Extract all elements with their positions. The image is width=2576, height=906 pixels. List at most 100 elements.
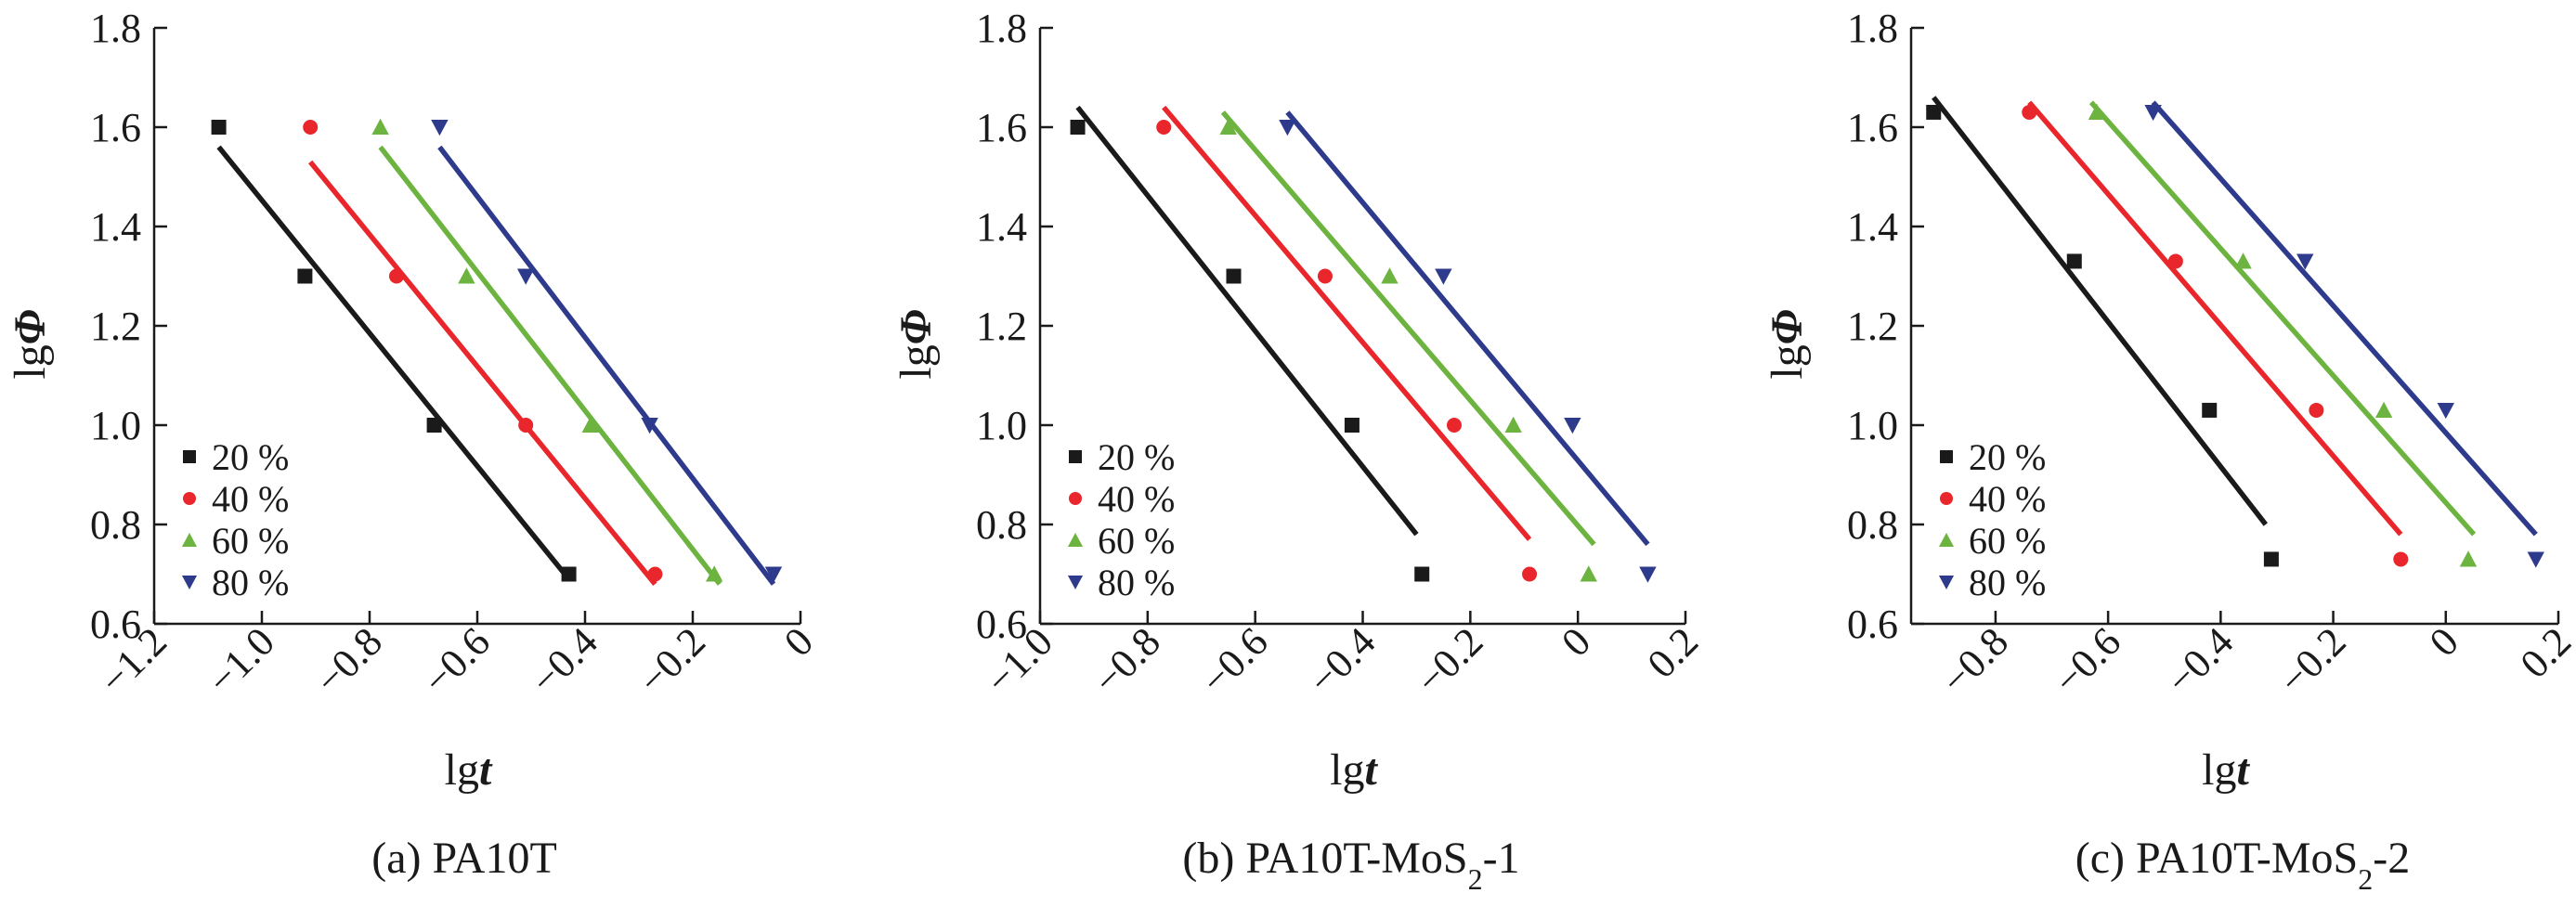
legend-marker bbox=[1940, 492, 1953, 505]
y-tick-label: 1.2 bbox=[976, 304, 1027, 349]
y-tick-label: 1.4 bbox=[1847, 204, 1898, 250]
legend-marker bbox=[1069, 450, 1082, 463]
data-point bbox=[1564, 418, 1581, 434]
x-axis-label: lgt bbox=[1330, 745, 1378, 795]
y-tick-label: 1.8 bbox=[1847, 6, 1898, 51]
y-axis-label: lgΦ bbox=[891, 309, 941, 379]
chart-panel-2: 0.6 0.8 1.0 1.2 1.4 1.6 1.8 −0.8 −0.6 −0.4 −0.2 0 0.… bbox=[1763, 6, 2576, 896]
data-point bbox=[647, 566, 663, 582]
y-tick-label: 0.6 bbox=[976, 602, 1027, 647]
fit-line-1 bbox=[1162, 105, 1532, 541]
legend-marker bbox=[181, 576, 198, 590]
data-point bbox=[2167, 253, 2183, 269]
y-tick-label: 1.6 bbox=[90, 105, 141, 150]
data-point bbox=[517, 268, 535, 285]
legend-label: 20 % bbox=[212, 436, 289, 478]
data-point bbox=[1522, 566, 1538, 582]
data-point bbox=[2527, 551, 2544, 568]
x-tick-label: −0.2 bbox=[630, 618, 714, 703]
data-point bbox=[1926, 104, 1942, 120]
x-tick-label: −0.6 bbox=[2045, 618, 2129, 703]
fit-line-2 bbox=[378, 145, 722, 586]
x-tick-label: −0.2 bbox=[2270, 618, 2355, 703]
data-point bbox=[303, 120, 319, 135]
fit-line-1 bbox=[2027, 100, 2403, 537]
y-tick-label: 0.6 bbox=[90, 602, 141, 647]
legend-marker bbox=[1938, 532, 1955, 547]
fit-line-3 bbox=[2151, 100, 2538, 537]
x-tick-label: −0.4 bbox=[522, 618, 606, 703]
legend-label: 20 % bbox=[1098, 436, 1175, 478]
data-point bbox=[1435, 268, 1452, 285]
data-point bbox=[2234, 252, 2252, 269]
x-tick-label: 0 bbox=[1553, 618, 1599, 665]
y-tick-label: 1.2 bbox=[90, 304, 141, 349]
x-tick-label: −1.0 bbox=[199, 618, 283, 703]
legend-label: 20 % bbox=[1969, 436, 2046, 478]
data-point bbox=[561, 566, 577, 582]
y-tick-label: 1.0 bbox=[1847, 403, 1898, 448]
data-point bbox=[1317, 268, 1333, 284]
fit-line-1 bbox=[308, 160, 657, 586]
chart-panel-0: 0.60.81.01.21.41.61.8−1.2 −1.0 −0.8 −0.6 −0.… bbox=[6, 6, 822, 883]
x-tick-label: 0.2 bbox=[2512, 618, 2576, 687]
data-point bbox=[389, 268, 404, 284]
legend-marker bbox=[183, 492, 196, 505]
x-tick-label: 0 bbox=[775, 618, 822, 665]
data-point bbox=[641, 418, 658, 434]
x-tick-label: 0 bbox=[2421, 618, 2467, 665]
fit-line-0 bbox=[216, 145, 571, 581]
legend-label: 80 % bbox=[212, 562, 289, 603]
x-tick-label: −0.6 bbox=[414, 618, 499, 703]
data-point bbox=[764, 566, 783, 583]
data-point bbox=[1070, 120, 1086, 135]
legend-marker bbox=[181, 532, 198, 547]
y-tick-label: 0.8 bbox=[976, 502, 1027, 548]
fit-line-0 bbox=[1075, 105, 1419, 537]
data-point bbox=[1279, 120, 1296, 136]
data-point bbox=[1344, 418, 1360, 433]
chart-caption: (a) PA10T bbox=[371, 834, 557, 883]
y-tick-label: 1.8 bbox=[90, 6, 141, 51]
legend: 20 %40 %60 %80 % bbox=[181, 436, 289, 603]
y-tick-label: 1.8 bbox=[976, 6, 1027, 51]
y-tick-label: 1.4 bbox=[976, 204, 1027, 250]
fit-line-3 bbox=[1285, 110, 1650, 547]
y-tick-label: 0.8 bbox=[1847, 502, 1898, 548]
legend-label: 80 % bbox=[1098, 562, 1175, 603]
data-point bbox=[371, 118, 389, 135]
y-tick-label: 1.2 bbox=[1847, 304, 1898, 349]
data-point bbox=[211, 120, 227, 135]
y-tick-label: 1.4 bbox=[90, 204, 141, 250]
data-point bbox=[2459, 550, 2478, 567]
legend-label: 60 % bbox=[212, 520, 289, 562]
legend-marker bbox=[1938, 576, 1955, 590]
data-point bbox=[1639, 566, 1657, 583]
data-point bbox=[1504, 416, 1522, 433]
data-point bbox=[2202, 402, 2218, 418]
data-point bbox=[297, 268, 313, 284]
fit-line-2 bbox=[2088, 100, 2477, 537]
legend-marker bbox=[1067, 532, 1084, 547]
x-tick-label: −0.2 bbox=[1407, 618, 1491, 703]
x-tick-label: −0.4 bbox=[1299, 618, 1384, 703]
data-point bbox=[2393, 551, 2409, 567]
x-tick-label: −0.4 bbox=[2157, 618, 2242, 703]
data-point bbox=[1381, 267, 1399, 284]
legend-marker bbox=[1067, 576, 1084, 590]
data-point bbox=[2263, 551, 2279, 567]
data-point bbox=[518, 418, 534, 433]
legend: 20 %40 %60 %80 % bbox=[1067, 436, 1175, 603]
data-point bbox=[1580, 565, 1597, 582]
data-point bbox=[2437, 402, 2454, 420]
legend-label: 80 % bbox=[1969, 562, 2046, 603]
y-tick-label: 1.6 bbox=[976, 105, 1027, 150]
data-point bbox=[581, 416, 599, 433]
data-point bbox=[2144, 104, 2162, 122]
data-point bbox=[2022, 104, 2037, 120]
fit-line-2 bbox=[1220, 110, 1596, 547]
data-point bbox=[2309, 402, 2324, 418]
legend-marker bbox=[1069, 492, 1082, 505]
legend: 20 %40 %60 %80 % bbox=[1938, 436, 2046, 603]
